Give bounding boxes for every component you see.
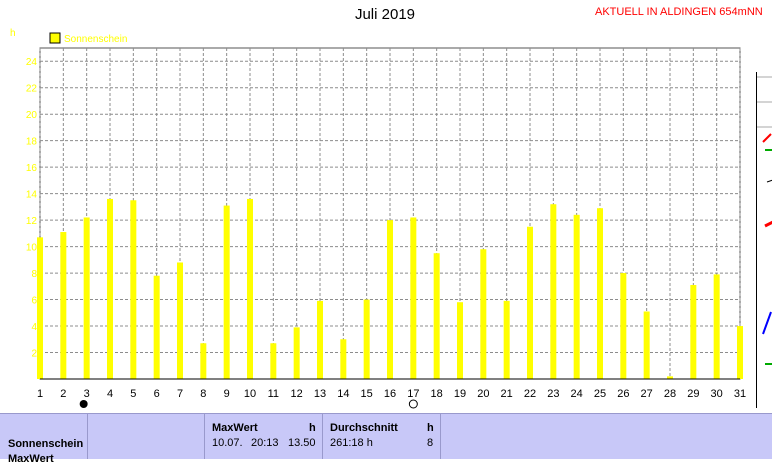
sunshine-bar <box>153 275 160 379</box>
maxwert-date: 10.07. <box>212 437 243 449</box>
overlapping-window-edge[interactable] <box>756 72 772 408</box>
durchschnitt-cell: Durchschnitt h 261:18 h 8 <box>323 414 441 459</box>
y-tick-label: 2 <box>31 349 37 360</box>
row-label: Sonnenschein <box>8 438 84 450</box>
x-tick-label: 6 <box>154 388 160 400</box>
sunshine-bar <box>713 274 720 379</box>
y-tick-label: 18 <box>26 137 38 148</box>
row-label-cell: Sonnenschein MaxWert <box>0 414 88 465</box>
x-tick-label: 26 <box>617 388 629 400</box>
sunshine-bar <box>177 262 183 379</box>
x-tick-label: 9 <box>224 388 230 400</box>
maxwert-cell: MaxWert h 10.07. 20:13 13.50 <box>205 414 323 459</box>
x-tick-label: 5 <box>130 388 136 400</box>
sunshine-bar <box>200 343 207 379</box>
sunshine-bar <box>247 198 253 379</box>
y-tick-label: 16 <box>26 163 38 174</box>
x-tick-label: 31 <box>734 388 746 400</box>
y-tick-label: 12 <box>26 216 38 227</box>
maxwert-time: 20:13 <box>251 437 279 449</box>
x-tick-label: 29 <box>687 388 699 400</box>
sunshine-bar <box>270 343 277 379</box>
sunshine-bar <box>410 217 417 379</box>
maxwert-unit: h <box>309 422 316 434</box>
sunshine-bar <box>387 220 393 379</box>
x-tick-label: 16 <box>384 388 396 400</box>
x-tick-label: 18 <box>431 388 443 400</box>
sunshine-bar <box>737 326 743 379</box>
sunshine-bar <box>363 299 370 379</box>
sunshine-bar <box>690 284 697 379</box>
sunshine-bar <box>37 237 43 379</box>
y-tick-label: 20 <box>26 110 38 121</box>
sunshine-bar <box>433 253 440 379</box>
y-axis-unit-label: h <box>10 28 16 39</box>
durchschnitt-header: Durchschnitt <box>330 422 398 434</box>
sunshine-bar <box>60 232 67 379</box>
x-tick-label: 27 <box>641 388 653 400</box>
x-tick-label: 30 <box>711 388 723 400</box>
x-tick-label: 10 <box>244 388 256 400</box>
legend-swatch <box>49 32 61 44</box>
y-tick-label: 6 <box>31 296 37 307</box>
full-moon-icon <box>408 399 418 409</box>
sunshine-bar <box>597 208 603 379</box>
y-tick-label: 14 <box>26 190 38 201</box>
sunshine-bar <box>457 302 463 379</box>
maxwert-header: MaxWert <box>212 422 258 434</box>
y-tick-label: 8 <box>31 269 37 280</box>
sunshine-bar <box>317 300 323 379</box>
x-tick-label: 2 <box>60 388 66 400</box>
durchschnitt-unit: h <box>427 422 434 434</box>
x-tick-label: 22 <box>524 388 536 400</box>
sunshine-bar <box>223 205 230 379</box>
sunshine-bar <box>620 273 627 379</box>
x-tick-label: 12 <box>291 388 303 400</box>
durchschnitt-value: 261:18 h <box>330 437 373 449</box>
x-tick-label: 13 <box>314 388 326 400</box>
sunshine-bar <box>573 214 580 379</box>
x-tick-label: 11 <box>268 388 279 400</box>
sunshine-bar <box>503 300 510 379</box>
x-tick-label: 24 <box>571 388 583 400</box>
aktuell-link[interactable]: AKTUELL IN ALDINGEN 654mNN <box>595 6 763 18</box>
sunshine-bar <box>83 217 90 379</box>
maxwert-value: 13.50 <box>288 437 316 449</box>
x-tick-label: 28 <box>664 388 676 400</box>
y-tick-label: 22 <box>26 84 38 95</box>
x-tick-label: 21 <box>501 388 513 400</box>
x-tick-label: 23 <box>547 388 559 400</box>
sunshine-bar <box>130 200 137 379</box>
y-tick-label: 4 <box>31 322 37 333</box>
x-tick-label: 20 <box>477 388 489 400</box>
sunshine-chart: 1 2 3 4 5 6 7 8 9 10 11 12 13 14 15 16 17 18 19 20 21 22 23 24 2… <box>10 28 746 409</box>
sunshine-bar <box>107 198 113 379</box>
x-tick-label: 8 <box>200 388 206 400</box>
x-tick-label: 7 <box>177 388 183 400</box>
sunshine-bar <box>293 327 300 379</box>
x-tick-label: 3 <box>84 388 90 400</box>
sunshine-bar <box>550 204 557 379</box>
x-tick-label: 14 <box>337 388 349 400</box>
row-label-2: MaxWert <box>8 453 54 465</box>
durchschnitt-extra: 8 <box>427 437 434 449</box>
x-tick-label: 19 <box>454 388 466 400</box>
empty-cell <box>88 414 205 459</box>
y-tick-label: 10 <box>26 243 38 254</box>
legend-label: Sonnenschein <box>64 34 127 45</box>
chart-title: Juli 2019 <box>354 6 416 23</box>
x-tick-label: 1 <box>37 388 43 400</box>
summary-table: Sonnenschein MaxWert MaxWert h 10.07. 20… <box>0 413 772 465</box>
sunshine-bar <box>480 249 487 379</box>
x-tick-label: 4 <box>107 388 113 400</box>
x-tick-label: 17 <box>407 388 419 400</box>
x-tick-label: 15 <box>361 388 373 400</box>
y-tick-label: 24 <box>26 57 38 68</box>
sunshine-bar <box>527 226 533 379</box>
x-tick-label: 25 <box>594 388 606 400</box>
sunshine-bar <box>667 376 673 379</box>
sunshine-bar <box>643 311 650 379</box>
sunshine-bar <box>340 339 347 379</box>
new-moon-icon <box>79 400 88 408</box>
